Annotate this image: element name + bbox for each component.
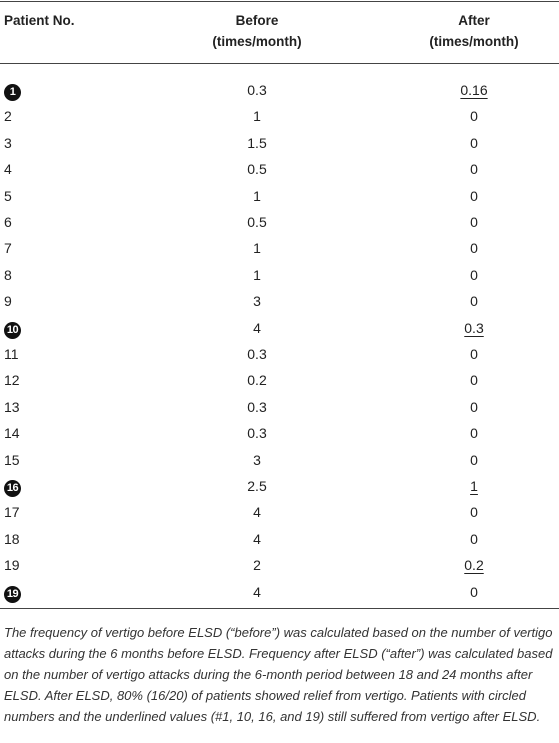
before-cell: 3 bbox=[253, 293, 261, 310]
patient-cell: 15 bbox=[4, 451, 20, 469]
before-cell: 0.3 bbox=[247, 82, 267, 98]
before-cell: 0.5 bbox=[247, 161, 267, 178]
patient-cell: 16 bbox=[4, 477, 21, 497]
circled-number: 19 bbox=[4, 585, 21, 603]
before-cell: 1 bbox=[253, 266, 261, 283]
before-cell: 3 bbox=[253, 451, 261, 468]
patient-cell: 18 bbox=[4, 530, 20, 548]
after-cell: 0 bbox=[470, 161, 478, 178]
patient-cell: 4 bbox=[4, 160, 12, 178]
after-cell: 0 bbox=[470, 372, 478, 389]
after-cell: 0 bbox=[470, 134, 478, 151]
after-cell: 0.2 bbox=[464, 557, 484, 574]
after-cell: 0 bbox=[470, 108, 478, 125]
patient-cell: 7 bbox=[4, 239, 12, 257]
header-cell: Before (times/month) bbox=[212, 13, 302, 49]
after-cell: 0 bbox=[470, 214, 478, 230]
before-cell: 0.3 bbox=[247, 398, 267, 415]
after-cell: 0 bbox=[470, 530, 478, 547]
footnote: The frequency of vertigo before ELSD (“b… bbox=[4, 625, 553, 724]
after-cell: 0 bbox=[470, 398, 478, 415]
bottom-rule bbox=[0, 608, 559, 609]
before-cell: 2 bbox=[253, 557, 261, 574]
patient-number: 6 bbox=[4, 214, 12, 230]
patient-number: 4 bbox=[4, 161, 12, 178]
after-cell: 1 bbox=[470, 478, 478, 494]
after-cell: 0 bbox=[470, 504, 478, 521]
patient-number: 17 bbox=[4, 504, 20, 521]
before-cell: 4 bbox=[253, 319, 261, 336]
top-rule bbox=[0, 1, 559, 2]
before-cell: 1.5 bbox=[247, 134, 267, 151]
patient-number: 14 bbox=[4, 425, 20, 442]
after-cell: 0 bbox=[470, 451, 478, 468]
circled-number: 16 bbox=[4, 480, 21, 497]
patient-number: 3 bbox=[4, 134, 12, 151]
header-rule bbox=[0, 63, 559, 64]
after-cell: 0.16 bbox=[460, 82, 488, 98]
after-cell: 0 bbox=[470, 346, 478, 362]
patient-cell: 1 bbox=[4, 81, 21, 101]
before-cell: 4 bbox=[253, 504, 261, 521]
before-cell: 1 bbox=[253, 187, 261, 204]
patient-number: 5 bbox=[4, 187, 12, 204]
patient-number: 8 bbox=[4, 266, 12, 283]
patient-cell: 19 bbox=[4, 556, 20, 574]
patient-number: 7 bbox=[4, 240, 12, 257]
patient-number: 13 bbox=[4, 398, 20, 415]
patient-cell: 13 bbox=[4, 398, 20, 416]
before-cell: 1 bbox=[253, 240, 261, 257]
circled-number: 10 bbox=[4, 321, 21, 339]
patient-number: 11 bbox=[4, 346, 19, 362]
header-cell: After (times/month) bbox=[429, 13, 519, 49]
patient-cell: 11 bbox=[4, 345, 19, 363]
after-cell: 0 bbox=[470, 240, 478, 257]
header-cell: Patient No. bbox=[4, 13, 75, 28]
patient-cell: 3 bbox=[4, 134, 12, 152]
before-cell: 4 bbox=[253, 583, 261, 600]
after-cell: 0 bbox=[470, 187, 478, 204]
patient-cell: 19 bbox=[4, 583, 21, 603]
after-cell: 0 bbox=[470, 266, 478, 283]
patient-cell: 5 bbox=[4, 187, 12, 205]
before-cell: 0.2 bbox=[247, 372, 267, 389]
patient-number: 15 bbox=[4, 451, 20, 468]
patient-number: 19 bbox=[4, 557, 20, 574]
before-cell: 0.3 bbox=[247, 346, 267, 362]
patient-cell: 6 bbox=[4, 213, 12, 231]
patient-number: 2 bbox=[4, 108, 12, 125]
before-cell: 2.5 bbox=[247, 478, 267, 494]
before-cell: 0.3 bbox=[247, 425, 267, 442]
patient-cell: 14 bbox=[4, 424, 20, 442]
after-cell: 0 bbox=[470, 583, 478, 600]
patient-cell: 2 bbox=[4, 107, 12, 125]
patient-cell: 9 bbox=[4, 292, 12, 310]
patient-cell: 8 bbox=[4, 266, 12, 284]
patient-cell: 17 bbox=[4, 503, 20, 521]
before-cell: 4 bbox=[253, 530, 261, 547]
after-cell: 0 bbox=[470, 293, 478, 310]
patient-number: 9 bbox=[4, 293, 12, 310]
before-cell: 1 bbox=[253, 108, 261, 125]
before-cell: 0.5 bbox=[247, 214, 267, 230]
patient-cell: 12 bbox=[4, 371, 20, 389]
after-cell: 0.3 bbox=[464, 319, 484, 336]
circled-number: 1 bbox=[4, 84, 21, 101]
after-cell: 0 bbox=[470, 425, 478, 442]
patient-number: 18 bbox=[4, 530, 20, 547]
patient-cell: 10 bbox=[4, 319, 21, 339]
patient-number: 12 bbox=[4, 372, 20, 389]
